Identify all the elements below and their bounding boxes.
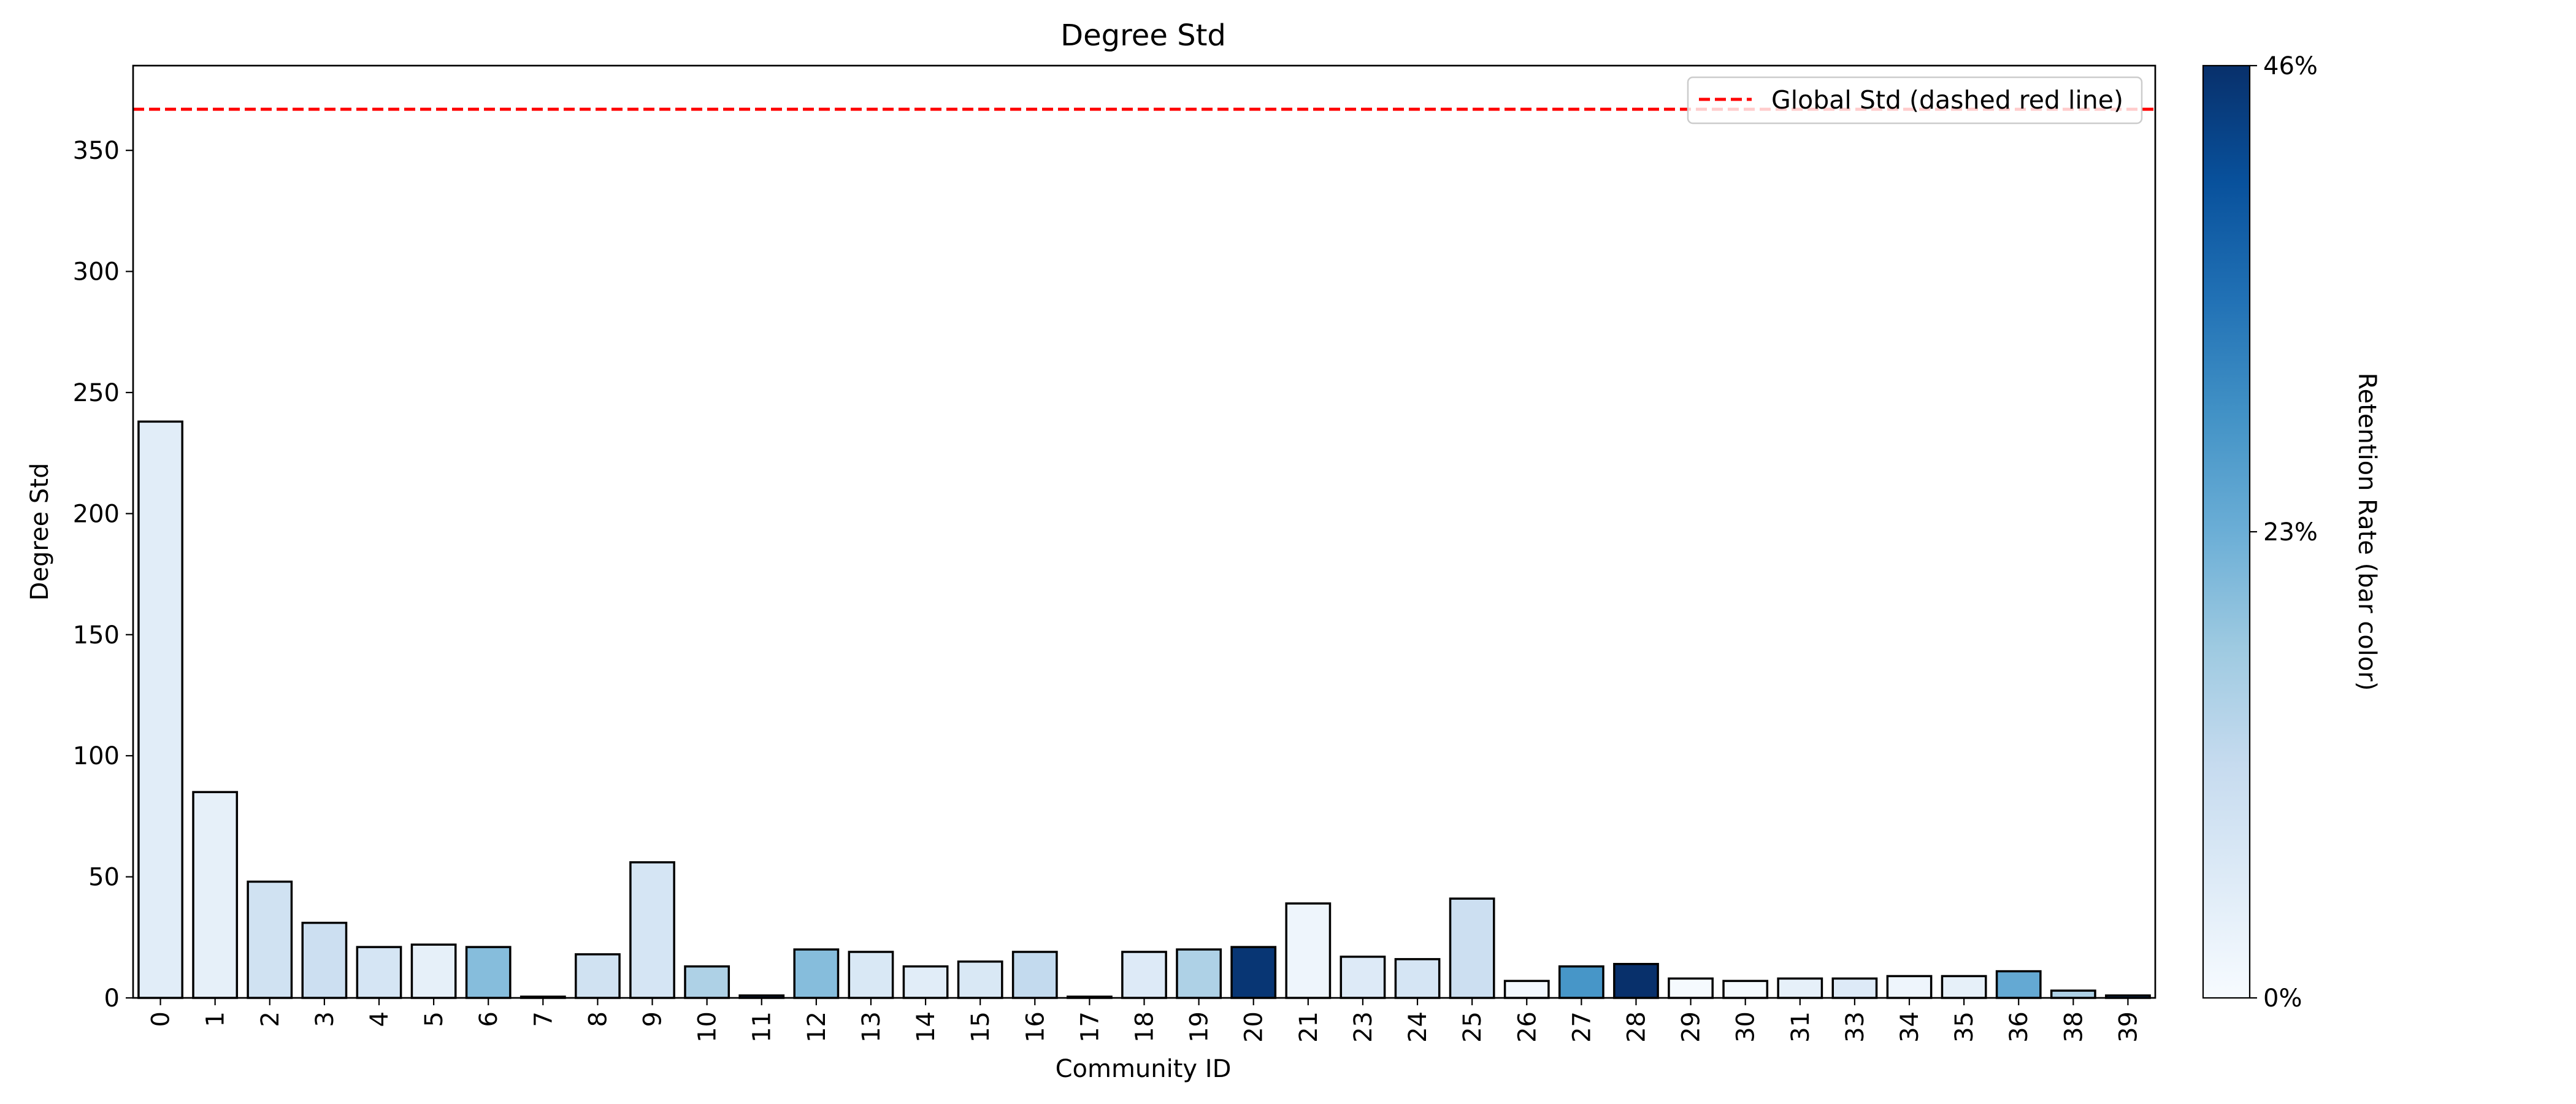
bar [793, 948, 840, 999]
bar [684, 965, 730, 999]
x-tick-label: 21 [1295, 1011, 1323, 1043]
y-axis: 0 50 100 150 200 250 300 350 [73, 137, 133, 1013]
x-tick-label: 28 [1622, 1011, 1650, 1043]
x-tick-label: 36 [2005, 1011, 2033, 1043]
bar [1722, 979, 1769, 999]
bar [1011, 951, 1058, 999]
colorbar: 0% 23% 46% Retention Rate (bar color) [2202, 52, 2381, 1013]
bar [1285, 902, 1332, 999]
x-tick-label: 35 [1950, 1011, 1979, 1043]
bar [1941, 975, 1987, 999]
bar [848, 951, 894, 999]
bar [1558, 965, 1604, 999]
x-tick-label: 31 [1787, 1011, 1815, 1043]
x-axis: 0 1 2 3 4 5 6 7 8 9 10 11 12 13 14 15 16 17 18 19 20 21 23 24 25… [147, 998, 2142, 1043]
x-tick-label: 4 [366, 1011, 394, 1027]
bar [629, 861, 675, 999]
bar [301, 921, 348, 999]
y-tick-label: 100 [73, 742, 120, 770]
x-tick-label: 16 [1021, 1011, 1049, 1043]
x-tick-label: 13 [857, 1011, 886, 1043]
bar [192, 791, 239, 999]
y-tick-label: 0 [104, 984, 120, 1013]
colorbar-tick-label: 46% [2263, 52, 2318, 80]
x-tick-label: 5 [420, 1011, 448, 1027]
colorbar-tick-label: 23% [2263, 518, 2318, 546]
legend-box [1687, 76, 2143, 125]
y-tick-label: 300 [73, 258, 120, 286]
x-tick-label: 2 [256, 1011, 285, 1027]
x-tick-label: 0 [147, 1011, 175, 1027]
x-tick-label: 26 [1513, 1011, 1541, 1043]
bar [1176, 948, 1222, 999]
x-tick-label: 27 [1568, 1011, 1596, 1043]
bar [957, 960, 1003, 999]
x-tick-label: 19 [1186, 1011, 1214, 1043]
x-tick-label: 14 [912, 1011, 940, 1043]
bar [1503, 979, 1550, 999]
x-tick-label: 25 [1459, 1011, 1487, 1043]
x-tick-label: 6 [475, 1011, 503, 1027]
y-tick-label: 250 [73, 379, 120, 407]
plot-frame [132, 64, 2156, 999]
bar [1613, 962, 1659, 999]
y-tick-label: 50 [88, 864, 120, 892]
x-tick-label: 3 [311, 1011, 339, 1027]
x-tick-label: 12 [803, 1011, 831, 1043]
x-tick-label: 33 [1841, 1011, 1869, 1043]
x-tick-label: 24 [1404, 1011, 1432, 1043]
x-tick-label: 1 [202, 1011, 230, 1027]
colorbar-label: Retention Rate (bar color) [2353, 373, 2381, 691]
colorbar-gradient [2202, 64, 2251, 999]
x-tick-label: 17 [1076, 1011, 1104, 1043]
bar [1230, 946, 1277, 999]
x-tick-label: 11 [748, 1011, 776, 1043]
bar [902, 965, 949, 999]
x-tick-label: 15 [967, 1011, 995, 1043]
y-tick-label: 150 [73, 621, 120, 650]
legend-label: Global Std (dashed red line) [1771, 85, 2123, 115]
bar [1449, 897, 1495, 999]
bar [575, 953, 621, 999]
bar [1668, 977, 1714, 999]
colorbar-tick-label: 0% [2263, 984, 2302, 1013]
bar [1777, 977, 1823, 999]
x-tick-label: 23 [1349, 1011, 1378, 1043]
bar [356, 946, 402, 999]
chart-title: Degree Std [1060, 18, 1226, 53]
x-axis-label: Community ID [1056, 1055, 1232, 1083]
colorbar-ticks: 0% 23% 46% [2250, 52, 2318, 1013]
y-tick-label: 350 [73, 137, 120, 165]
bar [465, 946, 512, 999]
bars [137, 420, 2151, 999]
bar [2050, 989, 2096, 999]
bar [1886, 975, 1933, 999]
x-tick-label: 29 [1677, 1011, 1706, 1043]
bar [410, 943, 457, 999]
x-tick-label: 8 [584, 1011, 612, 1027]
x-tick-label: 30 [1732, 1011, 1760, 1043]
bar [1831, 977, 1878, 999]
bar [1995, 970, 2042, 999]
x-tick-label: 34 [1896, 1011, 1924, 1043]
bar [1121, 951, 1167, 999]
x-tick-label: 7 [529, 1011, 558, 1027]
bar [1394, 958, 1441, 999]
bar [137, 420, 183, 999]
x-tick-label: 38 [2060, 1011, 2088, 1043]
x-tick-label: 20 [1240, 1011, 1268, 1043]
y-tick-label: 200 [73, 500, 120, 528]
bar [1340, 956, 1386, 999]
x-tick-label: 9 [639, 1011, 667, 1027]
y-axis-label: Degree Std [26, 463, 54, 601]
bar [247, 880, 293, 999]
legend: Global Std (dashed red line) [1687, 76, 2143, 125]
x-tick-label: 10 [694, 1011, 722, 1043]
x-tick-label: 18 [1131, 1011, 1159, 1043]
x-tick-label: 39 [2114, 1011, 2142, 1043]
